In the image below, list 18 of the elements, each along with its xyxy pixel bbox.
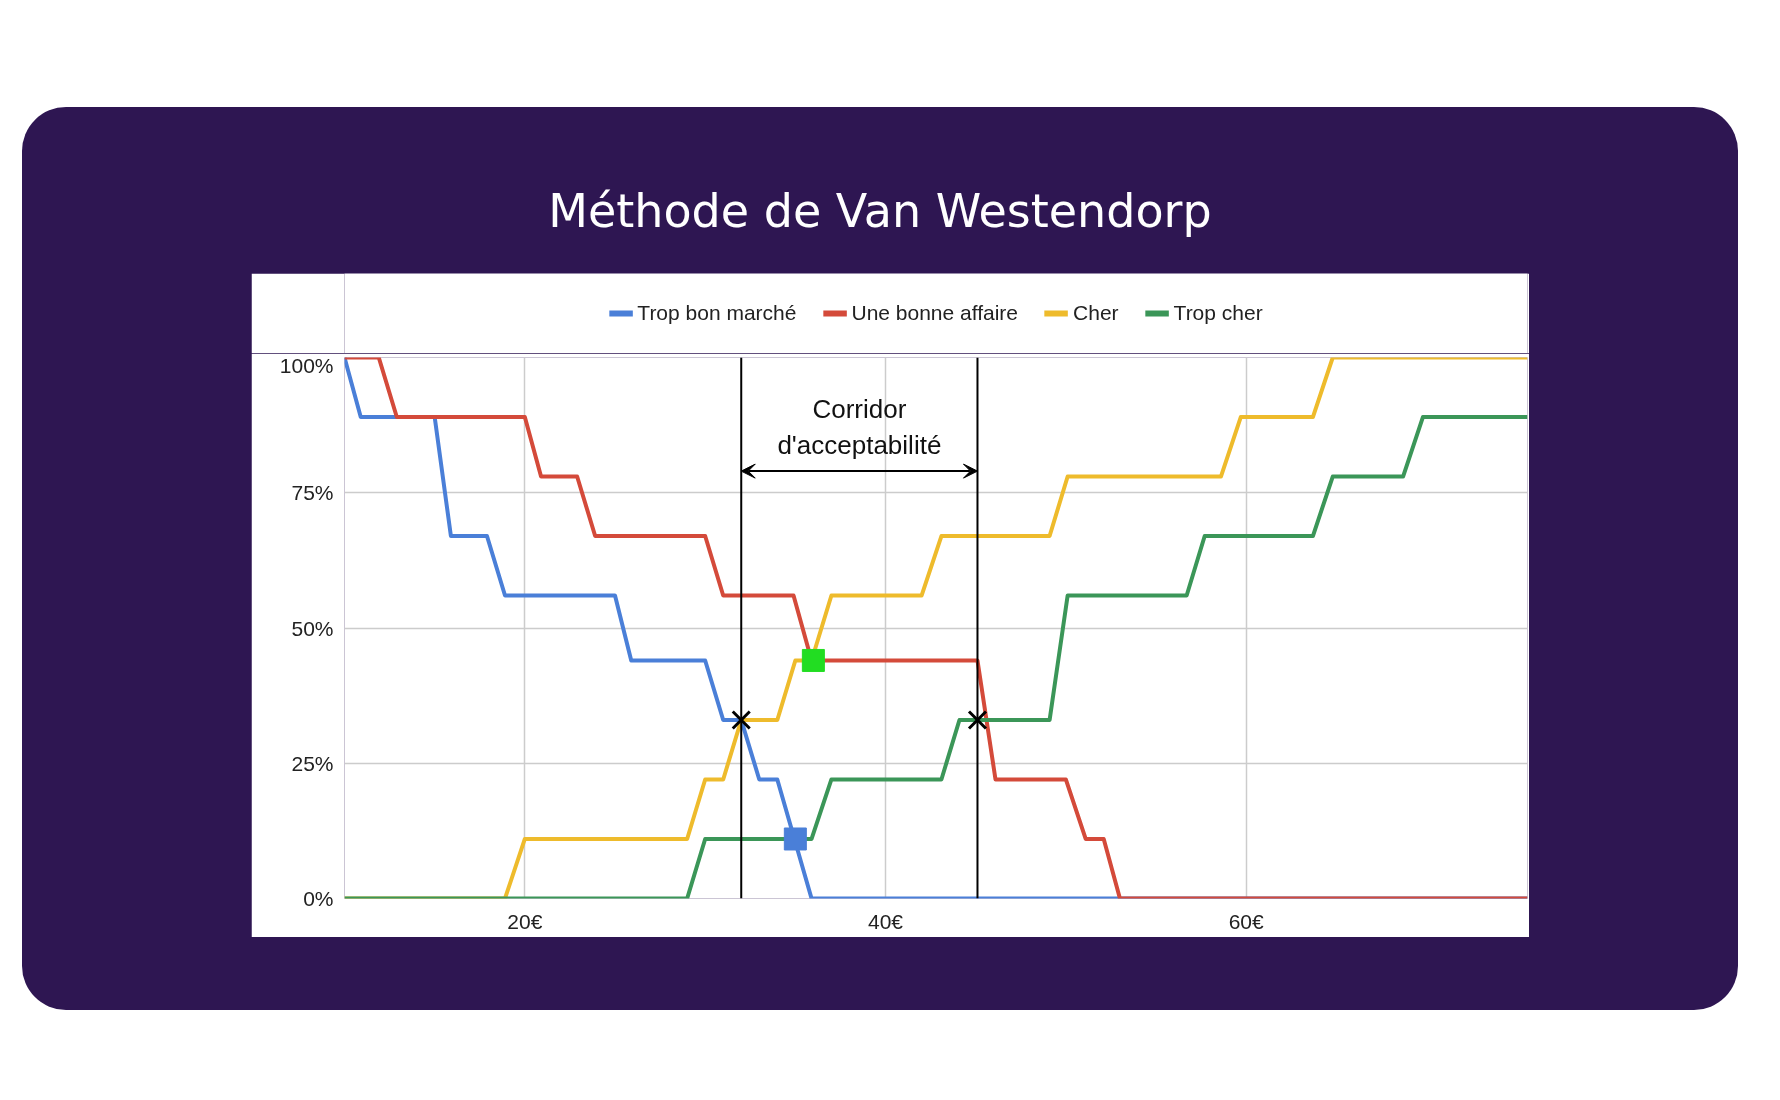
y-tick-label: 100% [279,353,334,377]
y-tick-label: 0% [303,887,334,910]
legend-label: Une bonne affaire [851,301,1019,325]
y-tick-label: 75% [291,481,334,505]
y-tick-label: 50% [291,616,334,640]
point [967,709,988,730]
y-tick-label: 25% [291,751,334,775]
point [731,709,752,730]
x-tick-label: 20€ [507,909,543,933]
legend-label: Trop bon marché [637,301,797,325]
x-tick-label: 60€ [1228,909,1265,933]
x-tick-label: 40€ [867,909,904,933]
point [783,827,807,851]
chart-title: Méthode de Van Westendorp [548,183,1212,240]
legend-label: Cher [1073,301,1119,325]
point [801,648,825,672]
legend-label: Trop cher [1173,301,1263,325]
annotation: Corridor d'acceptabilité [777,393,942,460]
